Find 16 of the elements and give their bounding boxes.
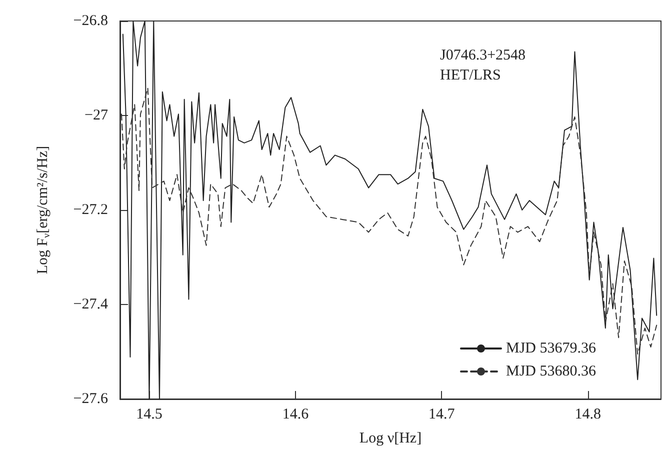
legend-label: MJD 53680.36 — [506, 364, 596, 380]
y-tick-label: −27.4 — [73, 296, 108, 312]
annotation: HET/LRS — [440, 68, 501, 84]
y-tick-label: −27.6 — [73, 391, 108, 407]
x-tick-label: 14.8 — [574, 406, 602, 422]
x-tick-label: 14.5 — [136, 406, 162, 422]
y-tick-label: −27.2 — [73, 202, 108, 218]
x-axis-title: Log ν[Hz] — [359, 430, 422, 446]
x-tick-label: 14.7 — [428, 406, 456, 422]
line-series — [122, 20, 658, 400]
y-tick-label: −26.8 — [73, 13, 108, 29]
annotation: J0746.3+2548 — [440, 48, 526, 64]
y-tick-label: −27 — [84, 108, 108, 124]
legend-label: MJD 53679.36 — [506, 340, 596, 356]
x-tick-label: 14.6 — [282, 406, 310, 422]
y-axis-title: Log Fν[erg/cm²/s/Hz] — [35, 146, 52, 274]
